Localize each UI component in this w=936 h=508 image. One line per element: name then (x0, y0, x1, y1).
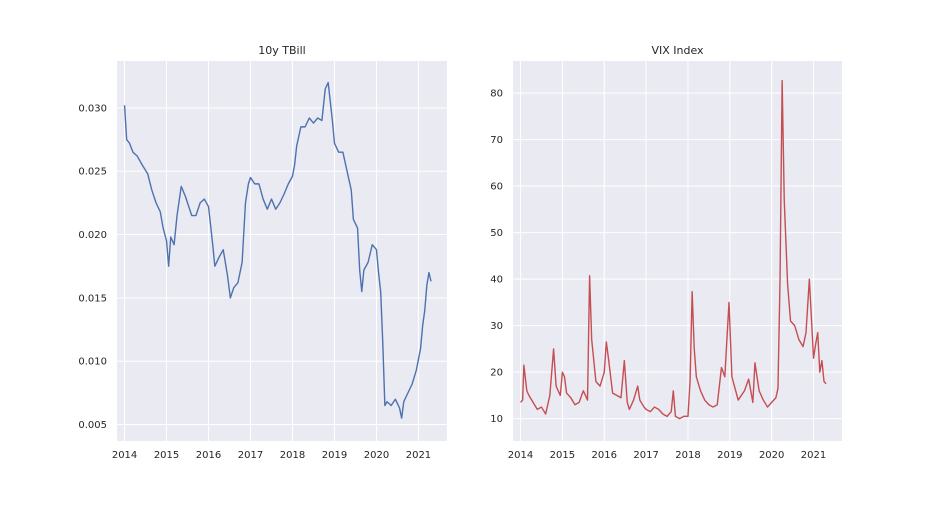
vix-y-tick-label: 20 (490, 368, 503, 379)
vix-y-tick-label: 60 (490, 182, 503, 193)
vix-chart: 2014 2015 2016 2017 2018 2019 2020 2021 10 20 30 40… (490, 44, 842, 461)
tbill-y-tick-label: 0.020 (78, 230, 107, 241)
vix-x-tick-label: 2017 (633, 450, 658, 461)
tbill-x-tick-label: 2016 (196, 450, 221, 461)
tbill-tick-labels: 2014 2015 2016 2017 2018 2019 2020 2021 0.005 0.0… (78, 103, 431, 461)
tbill-x-tick-label: 2018 (280, 450, 305, 461)
vix-plot-area (513, 61, 842, 441)
vix-x-tick-label: 2018 (675, 450, 700, 461)
vix-y-tick-label: 30 (490, 321, 503, 332)
tbill-series-line (123, 81, 432, 419)
vix-series (520, 79, 827, 420)
tbill-title: 10y TBill (258, 44, 305, 57)
tbill-x-tick-label: 2021 (406, 450, 431, 461)
tbill-plot-area (117, 61, 447, 441)
vix-y-tick-label: 70 (490, 135, 503, 146)
vix-grid (513, 61, 842, 441)
tbill-chart: 2014 2015 2016 2017 2018 2019 2020 2021 0.005 0.0… (78, 44, 447, 461)
tbill-x-tick-label: 2017 (238, 450, 263, 461)
vix-x-tick-label: 2021 (801, 450, 826, 461)
tbill-y-tick-label: 0.005 (78, 420, 107, 431)
tbill-x-tick-label: 2020 (364, 450, 389, 461)
tbill-x-tick-label: 2014 (112, 450, 137, 461)
vix-series-line (520, 79, 827, 420)
vix-tick-labels: 2014 2015 2016 2017 2018 2019 2020 2021 10 20 30 40… (490, 89, 826, 461)
vix-x-tick-label: 2016 (592, 450, 617, 461)
tbill-x-tick-label: 2019 (322, 450, 347, 461)
tbill-x-tick-label: 2015 (154, 450, 179, 461)
tbill-grid (117, 61, 447, 441)
vix-title: VIX Index (651, 44, 704, 57)
vix-y-tick-label: 50 (490, 228, 503, 239)
tbill-y-tick-label: 0.015 (78, 293, 107, 304)
vix-x-tick-label: 2019 (717, 450, 742, 461)
vix-y-tick-label: 80 (490, 89, 503, 100)
vix-y-tick-label: 40 (490, 275, 503, 286)
tbill-y-tick-label: 0.030 (78, 103, 107, 114)
tbill-y-tick-label: 0.010 (78, 357, 107, 368)
vix-x-tick-label: 2020 (759, 450, 784, 461)
vix-x-tick-label: 2015 (550, 450, 575, 461)
vix-x-tick-label: 2014 (508, 450, 533, 461)
tbill-y-tick-label: 0.025 (78, 167, 107, 178)
vix-y-tick-label: 10 (490, 414, 503, 425)
tbill-series (123, 81, 432, 419)
